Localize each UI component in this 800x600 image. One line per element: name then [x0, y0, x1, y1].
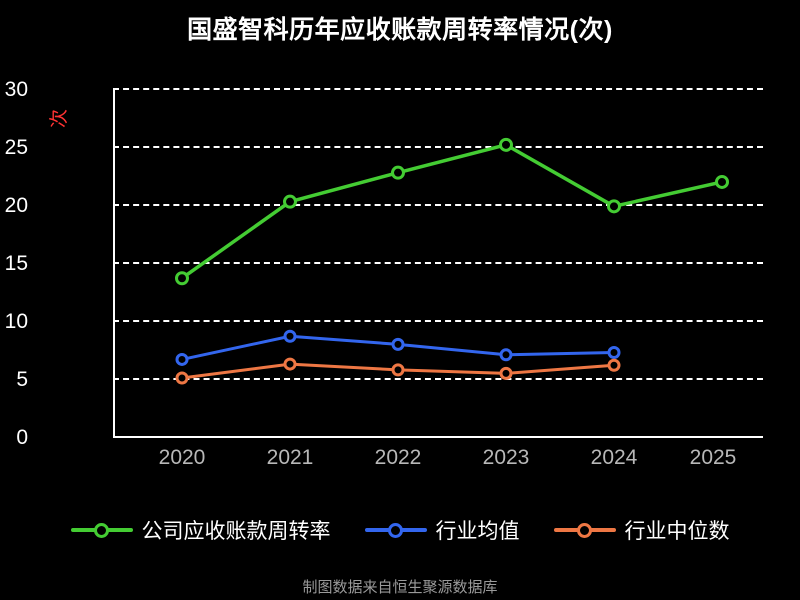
gridline-25: [113, 146, 763, 148]
y-tick-10: 10: [4, 310, 28, 333]
legend-marker-industry-mean: [388, 522, 403, 538]
y-tick-30: 30: [4, 78, 28, 101]
x-tick-2025: 2025: [689, 446, 737, 469]
y-tick-15: 15: [4, 252, 28, 275]
plot-area: [113, 88, 763, 436]
legend-label-industry-mean: 行业均值: [435, 520, 520, 543]
gridline-20: [113, 204, 763, 206]
legend-item-industry-mean[interactable]: 行业均值: [364, 515, 520, 545]
y-tick-25: 25: [4, 136, 28, 159]
x-tick-2020: 2020: [158, 446, 206, 469]
legend-label-company: 公司应收账款周转率: [141, 520, 331, 543]
y-tick-0: 0: [16, 426, 28, 449]
y-axis-line: [113, 88, 115, 436]
legend-swatch-company: [70, 522, 133, 538]
chart-title: 国盛智科历年应收账款周转率情况(次): [187, 16, 613, 44]
legend-marker-industry-median: [577, 522, 592, 538]
gridline-10: [113, 320, 763, 322]
legend: 公司应收账款周转率 行业均值 行业中位数: [0, 515, 800, 545]
x-tick-2024: 2024: [590, 446, 638, 469]
y-axis-label: 次: [49, 108, 71, 129]
x-tick-2023: 2023: [482, 446, 530, 469]
legend-swatch-industry-mean: [364, 522, 427, 538]
legend-item-company[interactable]: 公司应收账款周转率: [70, 515, 331, 545]
x-tick-2022: 2022: [374, 446, 422, 469]
x-axis-line: [113, 436, 763, 438]
legend-label-industry-median: 行业中位数: [624, 520, 730, 543]
legend-item-industry-median[interactable]: 行业中位数: [553, 515, 730, 545]
x-tick-2021: 2021: [266, 446, 314, 469]
y-tick-20: 20: [4, 194, 28, 217]
gridline-15: [113, 262, 763, 264]
y-tick-5: 5: [16, 368, 28, 391]
chart-footer: 制图数据来自恒生聚源数据库: [302, 579, 498, 596]
legend-swatch-industry-median: [553, 522, 616, 538]
gridline-5: [113, 378, 763, 380]
gridline-30: [113, 88, 763, 90]
legend-marker-company: [94, 522, 109, 538]
